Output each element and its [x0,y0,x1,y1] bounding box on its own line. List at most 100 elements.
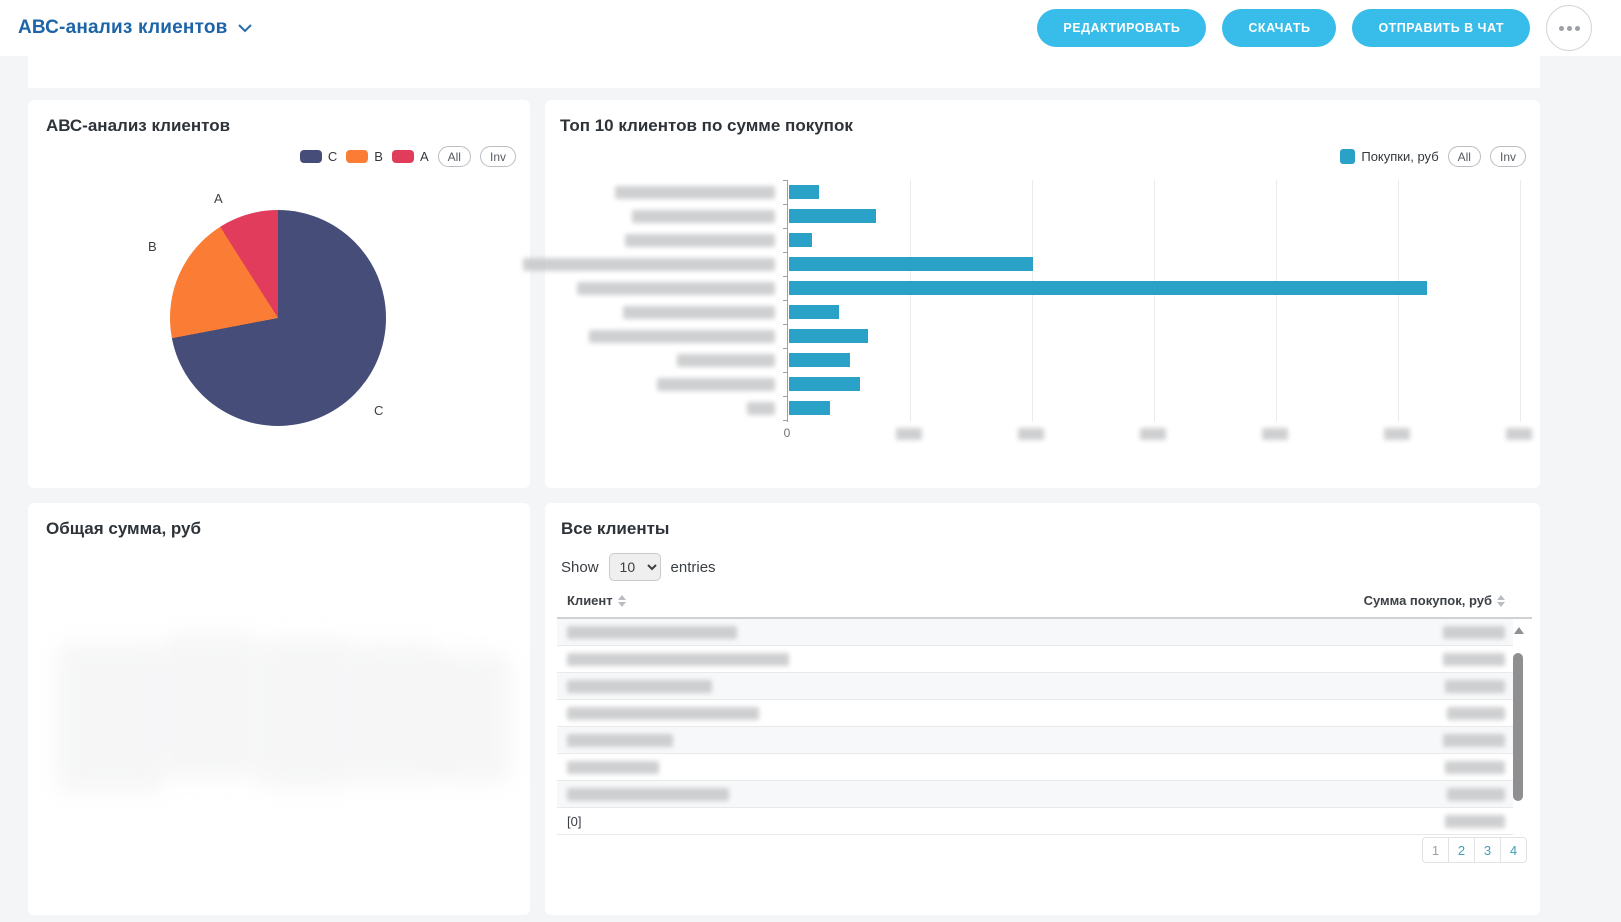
page-size-select[interactable]: 10 [608,553,661,581]
download-button[interactable]: СКАЧАТЬ [1222,9,1337,47]
table-header-divider [557,617,1532,619]
table-scrollbar[interactable] [1513,625,1524,853]
pie-chart[interactable] [170,210,386,426]
redacted-sum-value [1445,680,1505,693]
pie-legend-swatch [299,150,322,163]
redacted-client-name [567,788,729,801]
table-row[interactable] [557,619,1513,646]
axis-tick [783,324,788,325]
axis-tick [783,228,788,229]
table-row[interactable] [557,673,1513,700]
redacted-x-tick-label [1384,428,1410,440]
redacted-category-label [589,330,775,343]
dashboard-title-dropdown[interactable]: АВС-анализ клиентов [18,0,252,56]
redacted-client-name [567,734,673,747]
pie-callout-a: A [214,191,223,206]
pagination-button-1[interactable]: 1 [1422,837,1449,863]
bar-plot-area [783,180,1524,422]
send-to-chat-button[interactable]: ОТПРАВИТЬ В ЧАТ [1352,9,1530,47]
bar-category-labels [523,180,781,420]
pagination-button-2[interactable]: 2 [1448,837,1475,863]
bar-inv-button[interactable]: Inv [1489,146,1526,167]
column-header-client[interactable]: Клиент [567,593,626,608]
gridline [1032,180,1033,422]
redacted-client-name [567,707,759,720]
edit-button[interactable]: РЕДАКТИРОВАТЬ [1037,9,1207,47]
scrollbar-thumb[interactable] [1513,653,1523,801]
axis-tick [783,252,788,253]
page-title[interactable]: АВС-анализ клиентов [18,17,228,38]
ellipsis-icon [1566,25,1572,31]
pie-all-button[interactable]: All [437,146,471,167]
table-row[interactable] [557,754,1513,781]
pie-callout-b: B [148,239,157,254]
clients-table-card: Все клиенты Show 10 entries Клиент Сумма… [545,503,1540,915]
chevron-down-icon[interactable] [237,23,252,33]
redacted-category-label [623,306,775,319]
bar[interactable] [789,377,860,391]
bar[interactable] [789,233,812,247]
bar[interactable] [789,401,830,415]
bar[interactable] [789,209,876,223]
axis-tick [783,420,788,421]
bar[interactable] [789,329,868,343]
pie-legend-item: C [299,149,337,164]
ellipsis-icon [1574,25,1580,31]
sort-icon[interactable] [1497,594,1505,607]
redacted-kpi-blob [436,653,511,783]
pie-inv-button[interactable]: Inv [479,146,516,167]
redacted-sum-value [1443,653,1505,666]
bar[interactable] [789,305,839,319]
bar-all-button[interactable]: All [1447,146,1481,167]
axis-tick [783,348,788,349]
table-body: [0] [557,619,1513,835]
table-row[interactable] [557,646,1513,673]
column-header-sum[interactable]: Сумма покупок, руб [1364,593,1505,608]
pie-legend-item: A [391,149,429,164]
axis-tick [783,300,788,301]
redacted-client-name [567,626,737,639]
bar-card-title: Топ 10 клиентов по сумме покупок [560,116,853,135]
bar-legend-swatch [1340,149,1356,164]
sort-icon[interactable] [617,594,626,607]
bar[interactable] [789,353,850,367]
pagination-button-3[interactable]: 3 [1474,837,1501,863]
redacted-x-tick-label [896,428,922,440]
show-label: Show [561,558,599,576]
x-axis-zero-label: 0 [783,426,791,440]
redacted-sum-value [1447,788,1505,801]
redacted-sum-value [1445,815,1505,828]
pie-legend-label: A [419,149,429,164]
redacted-client-name [567,761,659,774]
bar-legend-label: Покупки, руб [1361,149,1439,164]
pie-chart-card: АВС-анализ клиентов C B A All Inv A B C [28,100,530,488]
axis-tick [783,396,788,397]
redacted-category-label [632,210,775,223]
redacted-kpi-blob [353,643,443,783]
bar-chart-card: Топ 10 клиентов по сумме покупок Покупки… [523,100,1540,488]
table-row[interactable] [557,727,1513,754]
pie-legend: C B A All Inv [299,146,516,167]
redacted-kpi-blob [163,633,258,778]
scroll-up-icon[interactable] [1514,627,1524,634]
pie-legend-item: B [346,149,383,164]
table-card-title: Все клиенты [561,519,670,538]
pagination-button-4[interactable]: 4 [1500,837,1527,863]
more-menu-button[interactable] [1546,5,1592,51]
bar[interactable] [789,257,1033,271]
table-row[interactable] [557,781,1513,808]
gridline [1520,180,1521,422]
redacted-x-tick-label [1018,428,1044,440]
pie-legend-swatch [346,150,369,163]
redacted-category-label [747,402,775,415]
table-row[interactable]: [0] [557,808,1513,835]
table-row[interactable] [557,700,1513,727]
bar[interactable] [789,281,1427,295]
bar-x-axis-labels: 0 [783,426,1532,442]
bar[interactable] [789,185,819,199]
redacted-sum-value [1447,707,1505,720]
overflow-row-label: [0] [567,814,582,829]
